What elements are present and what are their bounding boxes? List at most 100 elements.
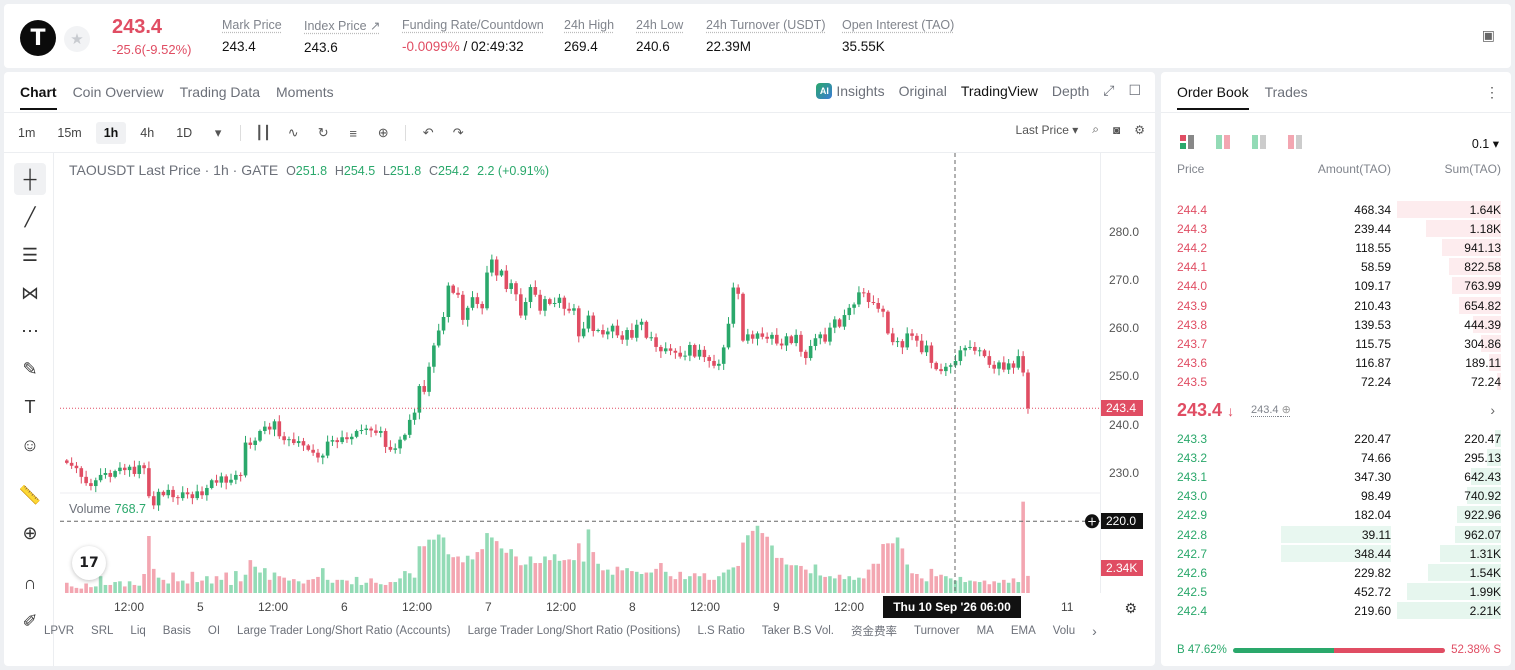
zoom-tool-icon[interactable]: ⊕ — [22, 522, 38, 543]
tab-coin-overview[interactable]: Coin Overview — [72, 84, 164, 100]
ask-row[interactable]: 243.5 72.24 72.24 — [1161, 372, 1511, 391]
volume-bar — [1026, 575, 1030, 593]
bid-row[interactable]: 242.6 229.82 1.54K — [1161, 563, 1511, 582]
indicator-item[interactable]: Liq — [130, 625, 146, 637]
interval-1h[interactable]: 1h — [95, 122, 127, 144]
undo-icon[interactable]: ↶ — [422, 125, 434, 140]
bid-row[interactable]: 242.4 219.60 2.21K — [1161, 601, 1511, 620]
ask-row[interactable]: 243.8 139.53 444.39 — [1161, 315, 1511, 334]
ask-row[interactable]: 244.3 239.44 1.18K — [1161, 219, 1511, 238]
price-source-select[interactable]: Last Price ▾ — [1015, 122, 1079, 137]
chevron-right-icon[interactable]: › — [1490, 402, 1495, 418]
horizontal-lines-tool-icon[interactable]: ☰ — [21, 244, 39, 265]
indicator-item[interactable]: LPVR — [44, 625, 75, 637]
tab-order-book[interactable]: Order Book — [1177, 84, 1249, 110]
replay-icon[interactable]: ↻ — [317, 125, 329, 140]
ruler-tool-icon[interactable]: 📏 — [18, 484, 42, 505]
ask-row[interactable]: 244.1 58.59 822.58 — [1161, 257, 1511, 276]
bid-row[interactable]: 243.3 220.47 220.47 — [1161, 429, 1511, 448]
interval-15m[interactable]: 15m — [57, 126, 82, 140]
add-alert-plus-icon[interactable] — [1085, 514, 1099, 529]
ask-row[interactable]: 244.4 468.34 1.64K — [1161, 200, 1511, 219]
indicator-item[interactable]: Large Trader Long/Short Ratio (Positions… — [467, 625, 681, 637]
magnet-tool-icon[interactable]: ∩ — [23, 572, 37, 593]
axis-settings-icon[interactable]: ⚙ — [1124, 600, 1137, 616]
indicator-item[interactable]: SRL — [91, 625, 114, 637]
view-both-icon[interactable] — [1179, 134, 1195, 150]
tab-insights[interactable]: AI Insights — [816, 82, 885, 99]
text-tool-icon[interactable]: T — [24, 396, 36, 417]
tab-original[interactable]: Original — [898, 82, 947, 99]
ask-row[interactable]: 244.2 118.55 941.13 — [1161, 238, 1511, 257]
notebook-icon[interactable]: ▣ — [1481, 27, 1495, 43]
crosshair-tool-icon[interactable]: ┼ — [14, 163, 46, 195]
candle-body — [272, 421, 277, 430]
indicator-item[interactable]: Turnover — [913, 625, 960, 637]
indicator-item[interactable]: MA — [976, 625, 994, 637]
view-both-alt-icon[interactable] — [1215, 134, 1231, 150]
ask-row[interactable]: 244.0 109.17 763.99 — [1161, 276, 1511, 295]
favorite-star-icon[interactable]: ★ — [64, 26, 90, 52]
ask-row[interactable]: 243.9 210.43 654.82 — [1161, 296, 1511, 315]
indicator-item[interactable]: Large Trader Long/Short Ratio (Accounts) — [237, 625, 451, 637]
indicators-icon[interactable]: ∿ — [287, 125, 299, 140]
bid-row[interactable]: 243.1 347.30 642.43 — [1161, 467, 1511, 486]
tab-chart[interactable]: Chart — [20, 84, 57, 110]
camera-icon[interactable]: ◙ — [1112, 122, 1121, 137]
tradingview-logo[interactable]: 17 — [72, 546, 106, 580]
interval-1m[interactable]: 1m — [18, 126, 36, 140]
gear-icon[interactable]: ⚙ — [1134, 122, 1145, 137]
fib-tool-icon[interactable]: ⋯ — [21, 320, 39, 341]
brush-tool-icon[interactable]: ✎ — [22, 358, 38, 379]
indicator-item[interactable]: 资金费率 — [850, 626, 897, 638]
emoji-tool-icon[interactable]: ☺ — [20, 434, 40, 455]
tab-depth[interactable]: Depth — [1051, 82, 1090, 99]
ask-row[interactable]: 243.6 116.87 189.11 — [1161, 353, 1511, 372]
bid-row[interactable]: 243.2 74.66 295.13 — [1161, 448, 1511, 467]
indicator-item[interactable]: Volu — [1052, 625, 1076, 637]
tab-moments[interactable]: Moments — [276, 84, 334, 100]
volume-bar — [586, 529, 591, 593]
trendline-tool-icon[interactable]: ╱ — [24, 206, 36, 227]
bid-row[interactable]: 242.8 39.11 962.07 — [1161, 525, 1511, 544]
indicator-item[interactable]: Taker B.S Vol. — [761, 625, 834, 637]
indicator-item[interactable]: L.S Ratio — [697, 625, 745, 637]
ask-row[interactable]: 243.7 115.75 304.86 — [1161, 334, 1511, 353]
pencil-lock-icon[interactable]: ✐ — [22, 610, 38, 631]
candle-body — [601, 330, 605, 335]
bid-row[interactable]: 242.5 452.72 1.99K — [1161, 582, 1511, 601]
candle-body — [407, 419, 412, 435]
bid-row[interactable]: 242.9 182.04 922.96 — [1161, 505, 1511, 524]
bid-row[interactable]: 243.0 98.49 740.92 — [1161, 486, 1511, 505]
templates-icon[interactable]: ≡ — [349, 125, 357, 141]
candle-type-icon[interactable]: ┃┃ — [255, 125, 272, 140]
indicator-item[interactable]: EMA — [1010, 625, 1036, 637]
search-icon[interactable]: ⌕ — [1092, 122, 1099, 136]
interval-1d[interactable]: 1D — [176, 126, 193, 140]
indicator-item[interactable]: OI — [207, 625, 221, 637]
stat-index-price[interactable]: Index Price ↗ 243.6 — [304, 19, 381, 55]
candlestick-chart[interactable]: + — [60, 153, 1100, 593]
bid-row[interactable]: 242.7 348.44 1.31K — [1161, 544, 1511, 563]
more-menu-icon[interactable]: ⋮ — [1485, 84, 1499, 100]
pattern-tool-icon[interactable]: ⋈ — [21, 282, 39, 303]
info-icon[interactable]: ⊕ — [1281, 404, 1291, 416]
interval-4h[interactable]: 4h — [140, 126, 155, 140]
tab-trading-data[interactable]: Trading Data — [179, 84, 261, 100]
volume-bar — [465, 555, 470, 593]
indicator-item[interactable]: Basis — [162, 625, 191, 637]
tab-trades[interactable]: Trades — [1264, 84, 1308, 100]
interval-dropdown-icon[interactable]: ▾ — [214, 125, 222, 140]
expand-icon[interactable]: ⤢ — [1103, 82, 1115, 98]
window-icon[interactable]: ☐ — [1128, 82, 1141, 98]
redo-icon[interactable]: ↷ — [452, 125, 464, 140]
candle-body — [229, 479, 233, 483]
add-alert-icon[interactable]: ⊕ — [377, 125, 389, 140]
precision-select[interactable]: 0.1 ▾ — [1471, 137, 1499, 151]
chevron-right-icon[interactable]: › — [1092, 623, 1097, 639]
tab-tradingview[interactable]: TradingView — [960, 82, 1038, 99]
view-asks-icon[interactable] — [1287, 134, 1303, 150]
view-bids-icon[interactable] — [1251, 134, 1267, 150]
